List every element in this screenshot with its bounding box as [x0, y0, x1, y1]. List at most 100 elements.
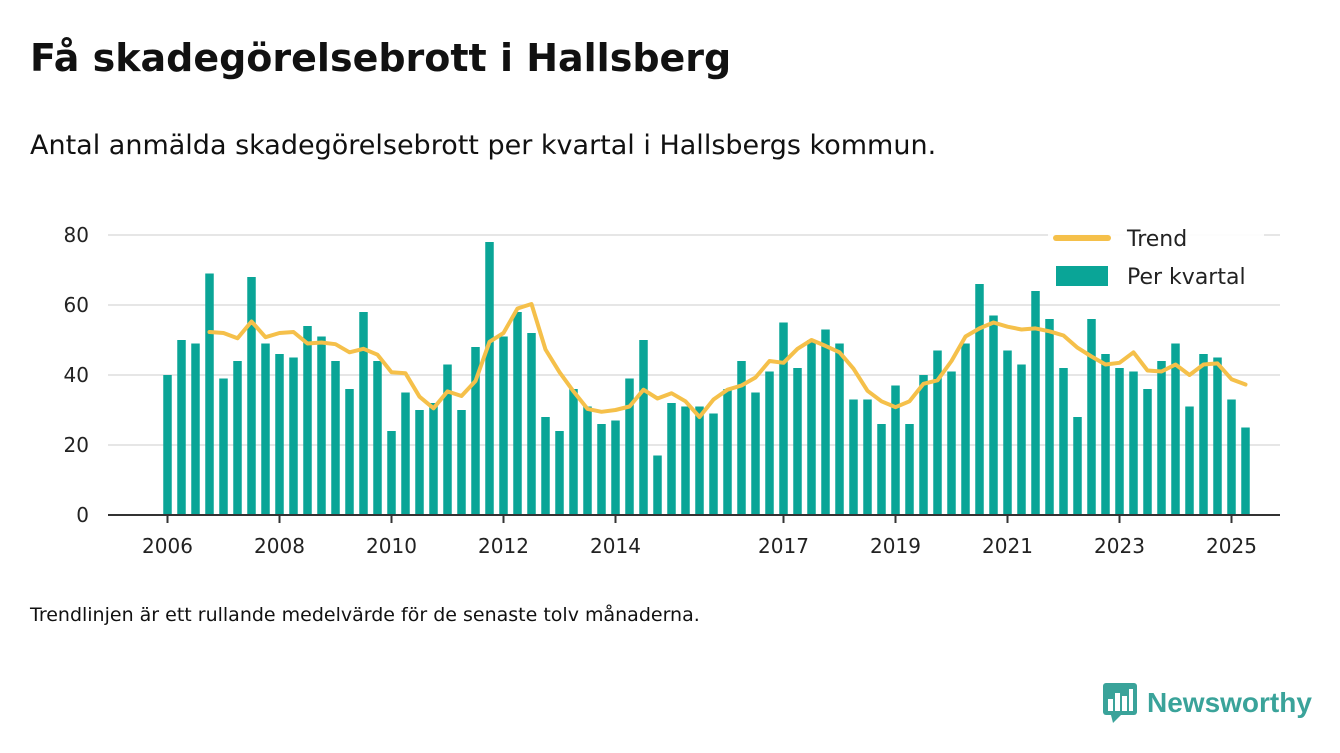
bar	[597, 424, 606, 515]
y-tick-label: 0	[76, 503, 89, 527]
chart-title: Få skadegörelsebrott i Hallsberg	[30, 36, 732, 80]
bar	[611, 420, 620, 515]
bar	[751, 392, 760, 515]
bar	[681, 406, 690, 515]
y-axis-labels: 0 20 40 60 80	[64, 223, 89, 527]
legend-trend-label: Trend	[1126, 227, 1187, 252]
bar	[387, 431, 396, 515]
bar	[695, 406, 704, 515]
bar	[835, 343, 844, 515]
bar	[849, 399, 858, 515]
bar	[933, 350, 942, 515]
bar	[1101, 354, 1110, 515]
bar	[177, 340, 186, 515]
bar	[807, 340, 816, 515]
bar	[1115, 368, 1124, 515]
bar	[1199, 354, 1208, 515]
bar	[863, 399, 872, 515]
x-tick-label: 2006	[142, 534, 193, 558]
trend-line	[207, 302, 1248, 419]
legend-bar-label: Per kvartal	[1127, 265, 1246, 290]
bar	[485, 242, 494, 515]
bar	[163, 375, 172, 515]
bar	[919, 375, 928, 515]
x-tick-label: 2023	[1094, 534, 1145, 558]
bar	[443, 364, 452, 515]
bar	[667, 403, 676, 515]
bar	[555, 431, 564, 515]
x-tick-label: 2025	[1206, 534, 1257, 558]
bars	[163, 242, 1250, 515]
bar	[345, 389, 354, 515]
bar	[1157, 361, 1166, 515]
bar	[205, 273, 214, 515]
y-tick-label: 80	[64, 223, 89, 247]
bar	[471, 347, 480, 515]
bar	[275, 354, 284, 515]
bar	[583, 406, 592, 515]
bar	[723, 389, 732, 515]
y-tick-label: 60	[64, 293, 89, 317]
bar	[1129, 371, 1138, 515]
bar	[1143, 389, 1152, 515]
bar	[1003, 350, 1012, 515]
bar	[975, 284, 984, 515]
bar	[233, 361, 242, 515]
bar	[1045, 319, 1054, 515]
legend: Trend Per kvartal	[1048, 224, 1264, 296]
bar	[765, 371, 774, 515]
x-tick-label: 2014	[590, 534, 641, 558]
bar	[429, 403, 438, 515]
legend-bar-swatch	[1056, 266, 1108, 286]
bar	[961, 343, 970, 515]
bar	[527, 333, 536, 515]
x-tick-label: 2012	[478, 534, 529, 558]
x-tick-label: 2021	[982, 534, 1033, 558]
x-tick-label: 2019	[870, 534, 921, 558]
bar	[303, 326, 312, 515]
bar	[415, 410, 424, 515]
bar	[1031, 291, 1040, 515]
bar	[331, 361, 340, 515]
bar	[905, 424, 914, 515]
footnote: Trendlinjen är ett rullande medelvärde f…	[30, 604, 700, 626]
bar	[261, 343, 270, 515]
bar	[317, 336, 326, 515]
x-tick-label: 2008	[254, 534, 305, 558]
bar	[373, 361, 382, 515]
x-axis-ticks	[166, 515, 1233, 523]
bar	[359, 312, 368, 515]
bar	[247, 277, 256, 515]
bar	[1241, 427, 1250, 515]
y-tick-label: 20	[64, 433, 89, 457]
bar	[793, 368, 802, 515]
bar	[737, 361, 746, 515]
bar	[821, 329, 830, 515]
bar	[1213, 357, 1222, 515]
bar	[1227, 399, 1236, 515]
bar	[877, 424, 886, 515]
x-tick-label: 2010	[366, 534, 417, 558]
x-axis-labels: 2006 2008 2010 2012 2014 2017 2019 2021 2023 2025	[142, 534, 1257, 558]
bar	[1017, 364, 1026, 515]
bar	[569, 389, 578, 515]
bar	[1171, 343, 1180, 515]
bar	[891, 385, 900, 515]
bar	[1073, 417, 1082, 515]
bar	[1059, 368, 1068, 515]
brand-name: Newsworthy	[1147, 687, 1312, 718]
bar	[653, 455, 662, 515]
bar	[513, 312, 522, 515]
bar	[191, 343, 200, 515]
bar	[541, 417, 550, 515]
x-tick-label: 2017	[758, 534, 809, 558]
chart-subtitle: Antal anmälda skadegörelsebrott per kvar…	[30, 130, 937, 161]
bar	[947, 371, 956, 515]
y-tick-label: 40	[64, 363, 89, 387]
newsworthy-logo-icon	[1103, 683, 1137, 723]
bar	[457, 410, 466, 515]
bar	[625, 378, 634, 515]
bar	[709, 413, 718, 515]
bar	[779, 322, 788, 515]
